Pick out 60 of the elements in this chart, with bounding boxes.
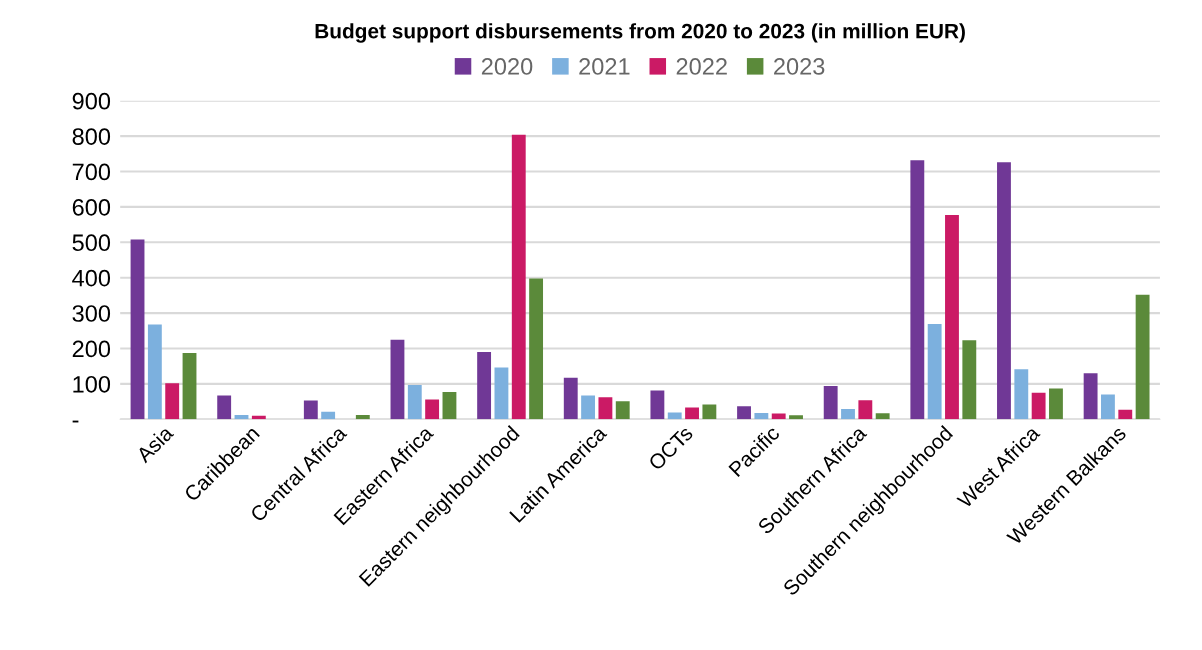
y-tick-label: 200 xyxy=(72,340,111,358)
bar xyxy=(789,415,803,420)
bar xyxy=(927,324,942,420)
bar xyxy=(667,412,682,420)
y-tick-label: 800 xyxy=(72,128,111,145)
bar xyxy=(1049,388,1063,420)
bar xyxy=(1118,409,1133,420)
bar xyxy=(303,400,318,420)
bar xyxy=(165,383,180,420)
y-tick-label: 600 xyxy=(72,198,111,216)
bar xyxy=(1101,394,1115,420)
bar xyxy=(615,401,630,420)
y-tick-label: 100 xyxy=(73,375,111,393)
bar xyxy=(563,377,578,420)
bar xyxy=(962,340,977,420)
bar xyxy=(182,353,197,420)
bar xyxy=(1031,392,1046,420)
legend-label: 2023 xyxy=(774,58,825,75)
bar xyxy=(702,404,717,420)
bar xyxy=(910,160,925,420)
bar xyxy=(650,390,665,420)
bar xyxy=(442,392,457,420)
y-tick-label: 500 xyxy=(72,234,111,252)
bar xyxy=(130,239,145,420)
bar xyxy=(390,339,405,420)
bar xyxy=(997,162,1011,420)
bar xyxy=(581,395,596,420)
bar xyxy=(147,324,162,420)
legend-label: 2020 xyxy=(481,58,533,75)
bar xyxy=(685,407,699,420)
bar xyxy=(771,413,786,420)
bar xyxy=(477,352,492,420)
bar xyxy=(217,395,232,420)
y-tick-label: 400 xyxy=(72,269,111,287)
legend-label: 2022 xyxy=(676,58,727,75)
bar xyxy=(841,408,855,420)
bar xyxy=(754,412,769,420)
bar xyxy=(1135,294,1150,420)
x-tick-label: Asia xyxy=(134,424,175,464)
y-tick-label: 300 xyxy=(72,305,111,322)
bar xyxy=(945,215,959,420)
bar xyxy=(407,384,422,420)
bar xyxy=(1014,369,1029,420)
y-tick-label: 900 xyxy=(72,92,111,110)
chart-title: Budget support disbursements from 2020 to 2023 (in million EUR) xyxy=(315,23,965,43)
bar xyxy=(321,411,336,420)
bar xyxy=(875,413,890,420)
bar xyxy=(823,385,838,420)
bar xyxy=(737,406,751,420)
bar xyxy=(858,400,873,420)
bar xyxy=(598,397,613,420)
bar xyxy=(425,399,440,420)
bar xyxy=(355,415,370,420)
legend-label: 2021 xyxy=(579,58,630,75)
bar xyxy=(529,278,544,420)
bar xyxy=(1083,373,1098,420)
y-tick-label: 700 xyxy=(72,163,111,181)
bar xyxy=(511,134,526,420)
y-tick-label: - xyxy=(72,420,79,423)
bar xyxy=(494,367,509,420)
